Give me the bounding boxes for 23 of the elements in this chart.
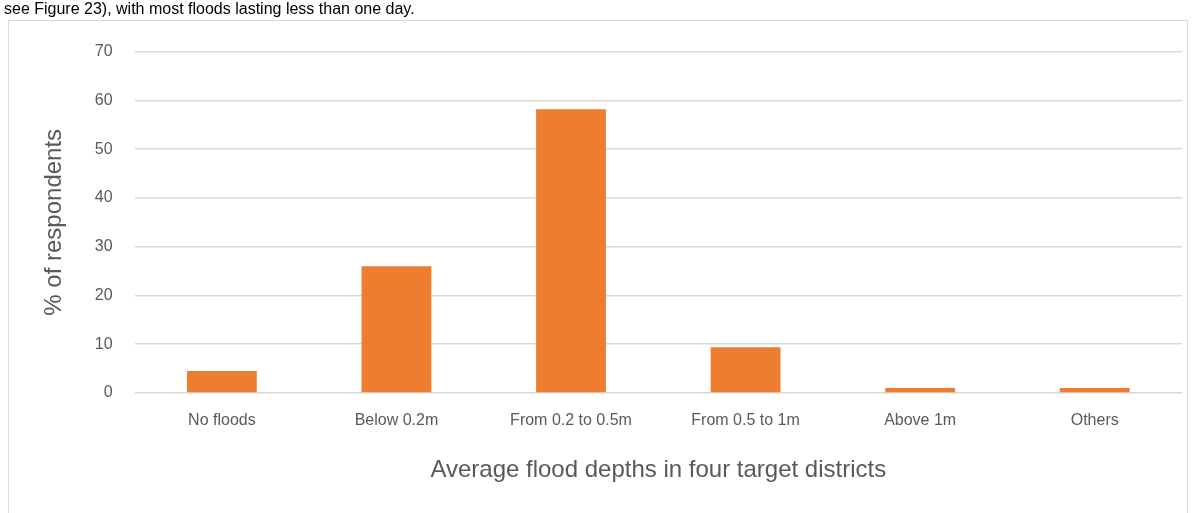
x-tick-label: From 0.5 to 1m [691, 411, 800, 429]
y-tick-label: 60 [94, 90, 113, 108]
bar [1059, 388, 1130, 393]
y-tick-label: 30 [94, 237, 113, 255]
x-tick-label: Others [1070, 411, 1119, 429]
x-tick-label: From 0.2 to 0.5m [510, 411, 632, 429]
x-tick-label: Below 0.2m [354, 411, 439, 429]
y-tick-label: 50 [94, 139, 113, 157]
bar [186, 371, 257, 393]
y-tick-label: 70 [94, 42, 113, 60]
y-tick-label: 10 [94, 334, 113, 352]
y-tick-label: 40 [94, 188, 113, 206]
x-axis-title: Average flood depths in four target districts [430, 455, 887, 483]
y-axis-title: % of respondents [39, 128, 67, 316]
y-tick-label: 20 [94, 285, 113, 303]
x-tick-label: No floods [188, 411, 256, 429]
y-tick-label: 0 [103, 383, 113, 401]
text: see Figure 23), with most floods lasting less than one day. [4, 0, 415, 18]
bar [710, 347, 781, 393]
x-tick-label: Above 1m [884, 411, 957, 429]
bar [536, 109, 606, 393]
bar [885, 388, 956, 393]
bar [361, 266, 432, 393]
